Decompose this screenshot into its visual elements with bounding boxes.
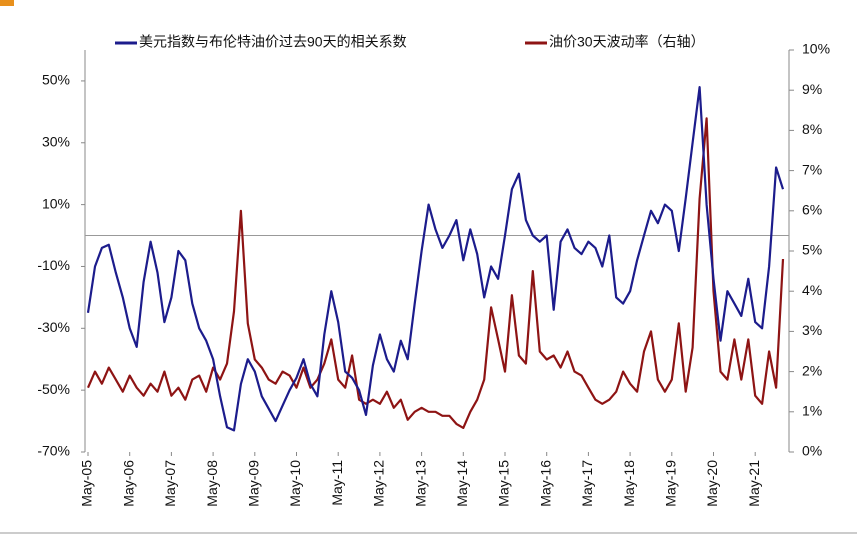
y-tick-label: 10% — [42, 195, 70, 211]
x-tick-label: May-13 — [412, 460, 428, 507]
y2-tick-label: 3% — [802, 322, 822, 338]
y2-tick-label: 0% — [802, 443, 822, 459]
y2-tick-label: 6% — [802, 202, 822, 218]
legend-label: 美元指数与布伦特油价过去90天的相关系数 — [139, 34, 407, 50]
x-tick-label: May-05 — [79, 460, 95, 507]
y2-tick-label: 1% — [802, 403, 822, 419]
x-tick-label: May-20 — [704, 460, 720, 507]
y2-tick-label: 4% — [802, 282, 822, 298]
y-tick-label: 30% — [42, 133, 70, 149]
x-tick-label: May-11 — [329, 460, 345, 506]
x-tick-label: May-08 — [204, 460, 220, 507]
x-tick-label: May-14 — [454, 460, 470, 507]
x-tick-label: May-17 — [579, 460, 595, 507]
series-line — [86, 117, 785, 429]
x-tick-label: May-16 — [537, 460, 553, 507]
y-tick-label: -50% — [37, 381, 70, 397]
y2-tick-label: 8% — [802, 121, 822, 137]
x-tick-label: May-12 — [371, 460, 387, 507]
y2-tick-label: 9% — [802, 81, 822, 97]
x-tick-label: May-09 — [246, 460, 262, 507]
y-tick-label: -10% — [37, 257, 70, 273]
series-line — [86, 86, 785, 432]
x-tick-label: May-10 — [287, 460, 303, 507]
x-tick-label: May-15 — [496, 460, 512, 507]
x-tick-label: May-07 — [162, 460, 178, 507]
legend-label: 油价30天波动率（右轴） — [549, 34, 705, 50]
x-tick-label: May-21 — [746, 460, 762, 507]
corner-badge — [0, 0, 14, 6]
y2-tick-label: 7% — [802, 161, 822, 177]
y2-tick-label: 10% — [802, 41, 830, 57]
x-tick-label: May-18 — [621, 460, 637, 507]
y-tick-label: -70% — [37, 443, 70, 459]
x-tick-label: May-19 — [663, 460, 679, 507]
x-tick-label: May-06 — [120, 460, 136, 507]
y-tick-label: -30% — [37, 319, 70, 335]
y2-tick-label: 5% — [802, 242, 822, 258]
y2-tick-label: 2% — [802, 362, 822, 378]
y-tick-label: 50% — [42, 72, 70, 88]
